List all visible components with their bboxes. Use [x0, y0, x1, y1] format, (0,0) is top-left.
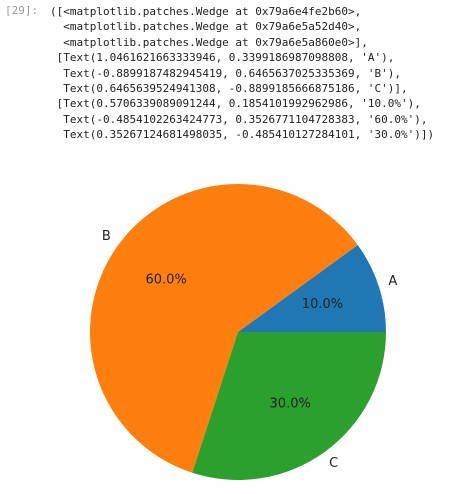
pie-slice: [238, 245, 387, 332]
output-line: Text(0.6465639524941308, -0.889918566687…: [50, 82, 408, 96]
slice-label: C: [329, 456, 338, 471]
value-label: 60.0%: [146, 272, 187, 287]
pie-slice: [192, 332, 386, 481]
output-text: ([<matplotlib.patches.Wedge at 0x79a6e4f…: [50, 4, 434, 143]
pie-slice: [90, 184, 358, 473]
prompt: [29]:: [5, 4, 39, 17]
output-line: [Text(0.5706339089091244, 0.185410199296…: [50, 97, 421, 111]
output-line: <matplotlib.patches.Wedge at 0x79a6e5a86…: [50, 35, 368, 49]
output-line: Text(-0.8899187482945419, 0.646563702533…: [50, 66, 401, 80]
slice-label: A: [388, 274, 397, 289]
value-label: 30.0%: [270, 396, 311, 411]
value-label: 10.0%: [302, 297, 343, 312]
output-line: Text(-0.4854102263424773, 0.352677110472…: [50, 112, 428, 126]
output-line: [Text(1.0461621663333946, 0.339918698709…: [50, 51, 395, 65]
slice-label: B: [102, 229, 111, 244]
output-line: Text(0.35267124681498035, -0.48541012728…: [50, 128, 435, 142]
output-line: <matplotlib.patches.Wedge at 0x79a6e5a52…: [50, 20, 362, 34]
output-line: ([<matplotlib.patches.Wedge at 0x79a6e4f…: [50, 5, 362, 18]
output-cell: [29]: ([<matplotlib.patches.Wedge at 0x7…: [0, 0, 468, 143]
